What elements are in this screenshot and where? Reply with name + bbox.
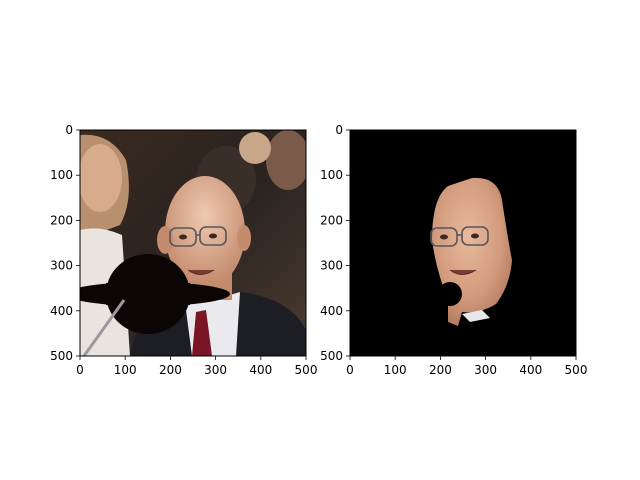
right-y-tick-label: 100	[320, 168, 343, 182]
left-x-tick-label: 300	[204, 363, 227, 377]
left-x-tick-label: 500	[295, 363, 318, 377]
right-y-axis: 0 100 200 300 400 500	[320, 123, 350, 363]
left-y-tick-label: 400	[50, 304, 73, 318]
left-axes-frame	[79, 129, 307, 357]
right-x-axis: 0 100 200 300 400 500	[346, 356, 587, 377]
left-y-tick-label: 0	[65, 123, 73, 137]
right-x-tick-label: 0	[346, 363, 354, 377]
left-x-tick-label: 100	[114, 363, 137, 377]
right-y-tick-label: 0	[335, 123, 343, 137]
right-y-tick-label: 200	[320, 213, 343, 227]
left-image-panel: 0 100 200 300 400 500 0 100 200 300 400 500	[50, 123, 317, 377]
left-y-tick-label: 500	[50, 349, 73, 363]
left-x-axis: 0 100 200 300 400 500	[76, 356, 317, 377]
left-y-tick-label: 200	[50, 213, 73, 227]
right-x-tick-label: 500	[565, 363, 588, 377]
right-y-tick-label: 400	[320, 304, 343, 318]
right-y-tick-label: 500	[320, 349, 343, 363]
right-y-tick-label: 300	[320, 259, 343, 273]
right-axes-frame	[349, 129, 577, 357]
right-x-tick-label: 100	[384, 363, 407, 377]
left-photo	[80, 130, 306, 356]
right-x-tick-label: 400	[519, 363, 542, 377]
right-x-tick-label: 200	[429, 363, 452, 377]
right-x-tick-label: 300	[474, 363, 497, 377]
left-y-tick-label: 100	[50, 168, 73, 182]
left-y-tick-label: 300	[50, 259, 73, 273]
right-mask-image	[350, 130, 576, 356]
left-y-axis: 0 100 200 300 400 500	[50, 123, 80, 363]
left-x-tick-label: 400	[249, 363, 272, 377]
left-x-tick-label: 200	[159, 363, 182, 377]
left-x-tick-label: 0	[76, 363, 84, 377]
right-image-panel: 0 100 200 300 400 500 0 100 200 300 400 500	[320, 123, 587, 377]
